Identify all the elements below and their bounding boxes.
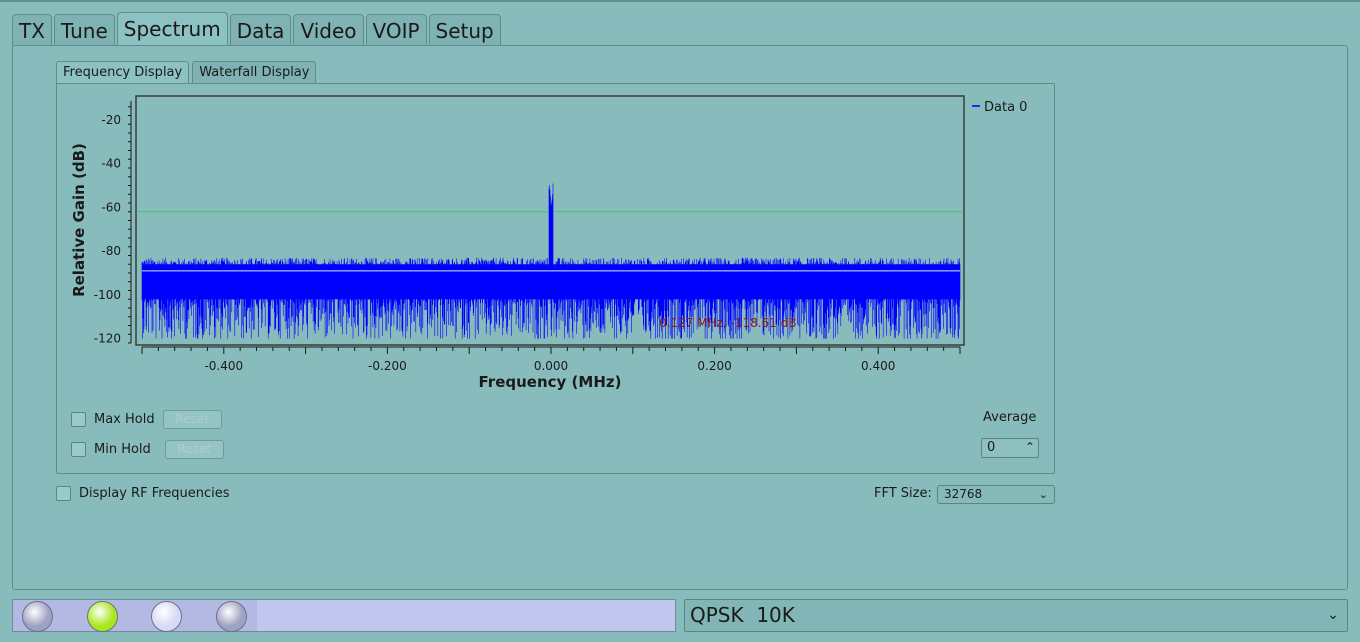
tab-data[interactable]: Data — [229, 14, 292, 46]
average-spinbox[interactable]: 0 ⌃ — [981, 438, 1039, 458]
status-led-4-icon — [216, 601, 247, 632]
average-label: Average — [983, 410, 1037, 425]
sub-tab-bar: Frequency Display Waterfall Display — [56, 61, 317, 84]
tab-spectrum[interactable]: Spectrum — [116, 12, 228, 46]
max-hold-row: Max Hold Reset — [71, 410, 222, 429]
fft-size-select[interactable]: 32768 ⌄ — [937, 485, 1055, 504]
min-hold-row: Min Hold Reset — [71, 440, 224, 459]
rf-frequencies-label: Display RF Frequencies — [79, 486, 230, 501]
main-tab-bar: TX Tune Spectrum Data Video VOIP Setup — [12, 12, 501, 46]
tab-voip[interactable]: VOIP — [365, 14, 427, 46]
rf-frequencies-row: Display RF Frequencies — [56, 486, 230, 501]
fft-size-label: FFT Size: — [874, 486, 932, 501]
tab-tune[interactable]: Tune — [53, 14, 115, 46]
max-hold-checkbox[interactable] — [71, 412, 86, 427]
status-led-panel — [12, 599, 676, 632]
tab-waterfall-display[interactable]: Waterfall Display — [192, 61, 317, 84]
top-border — [0, 0, 1360, 2]
fft-size-value: 32768 — [944, 487, 983, 501]
modulation-mode-value: QPSK 10K — [690, 603, 795, 627]
max-hold-label: Max Hold — [94, 412, 155, 427]
spin-up-icon[interactable]: ⌃ — [1024, 440, 1035, 454]
tab-setup[interactable]: Setup — [428, 14, 501, 46]
status-led-1-icon — [22, 601, 53, 632]
tab-tx[interactable]: TX — [12, 14, 52, 46]
modulation-mode-select[interactable]: QPSK 10K ⌄ — [684, 599, 1348, 632]
tab-frequency-display[interactable]: Frequency Display — [56, 61, 190, 84]
min-hold-label: Min Hold — [94, 442, 151, 457]
tab-video[interactable]: Video — [293, 14, 364, 46]
average-value: 0 — [987, 440, 996, 455]
status-led-3-icon — [151, 601, 182, 632]
chevron-down-icon: ⌄ — [1327, 607, 1339, 623]
max-hold-reset-button[interactable]: Reset — [162, 410, 222, 429]
chevron-down-icon: ⌄ — [1038, 488, 1048, 501]
min-hold-checkbox[interactable] — [71, 442, 86, 457]
rf-frequencies-checkbox[interactable] — [56, 486, 71, 501]
status-led-2-icon — [87, 601, 118, 632]
min-hold-reset-button[interactable]: Reset — [164, 440, 224, 459]
